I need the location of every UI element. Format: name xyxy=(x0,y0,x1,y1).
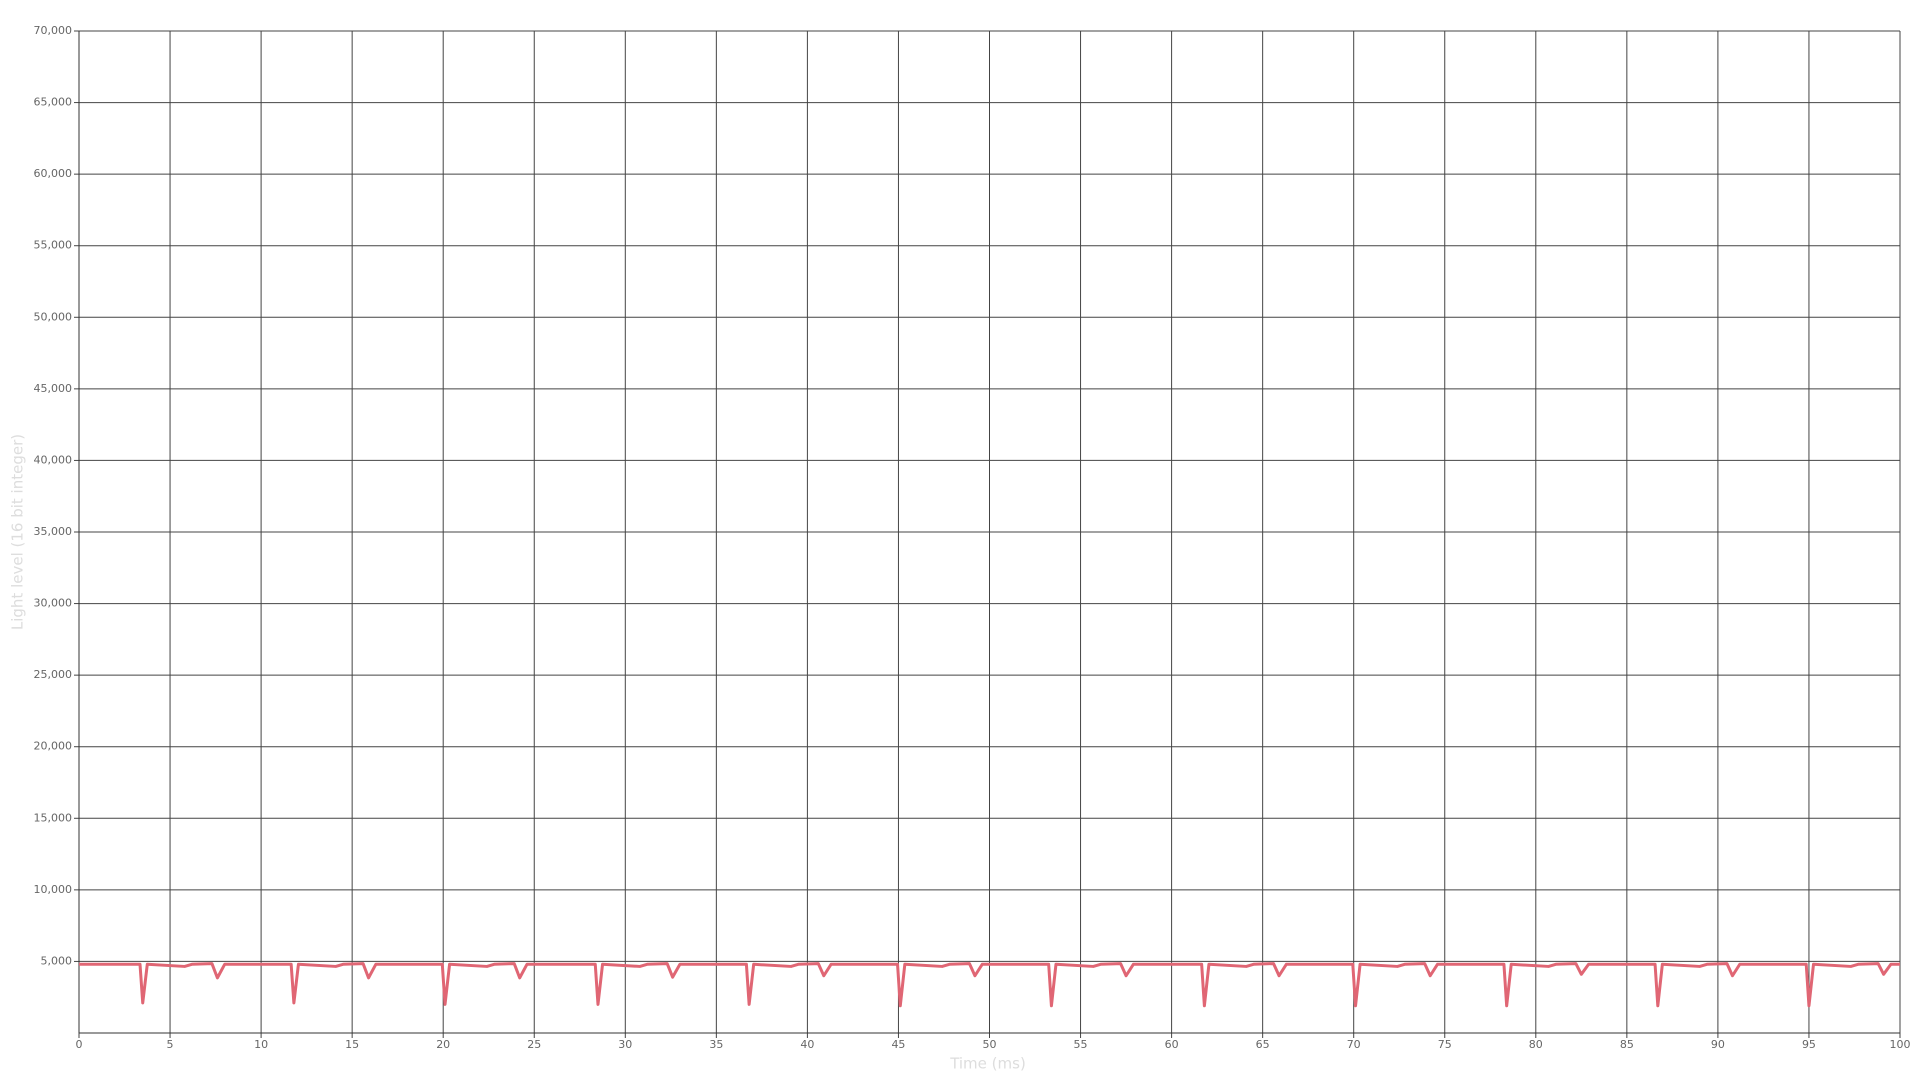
y-tick-label: 55,000 xyxy=(34,239,73,252)
x-tick-label: 10 xyxy=(254,1038,268,1051)
y-tick-label: 20,000 xyxy=(34,740,73,753)
y-tick-label: 30,000 xyxy=(34,597,73,610)
y-tick-label: 65,000 xyxy=(34,96,73,109)
y-tick-label: 25,000 xyxy=(34,668,73,681)
y-axis-title: Light level (16 bit integer) xyxy=(9,434,27,630)
y-tick-label: 10,000 xyxy=(34,883,73,896)
x-tick-label: 70 xyxy=(1347,1038,1361,1051)
x-tick-label: 100 xyxy=(1890,1038,1911,1051)
y-tick-label: 50,000 xyxy=(34,310,73,323)
data-line xyxy=(79,962,1900,1008)
x-tick-label: 45 xyxy=(891,1038,905,1051)
y-tick-label: 45,000 xyxy=(34,382,73,395)
x-tick-label: 65 xyxy=(1256,1038,1270,1051)
x-tick-label: 55 xyxy=(1074,1038,1088,1051)
x-tick-label: 30 xyxy=(618,1038,632,1051)
y-tick-label: 5,000 xyxy=(41,954,73,967)
x-tick-label: 35 xyxy=(709,1038,723,1051)
x-tick-label: 40 xyxy=(800,1038,814,1051)
x-tick-label: 25 xyxy=(527,1038,541,1051)
x-tick-label: 0 xyxy=(76,1038,83,1051)
y-tick-label: 60,000 xyxy=(34,167,73,180)
x-tick-label: 80 xyxy=(1529,1038,1543,1051)
x-tick-label: 60 xyxy=(1165,1038,1179,1051)
x-tick-label: 50 xyxy=(983,1038,997,1051)
x-tick-label: 5 xyxy=(167,1038,174,1051)
y-tick-label: 70,000 xyxy=(34,24,73,37)
y-tick-label: 35,000 xyxy=(34,525,73,538)
x-tick-label: 90 xyxy=(1711,1038,1725,1051)
x-tick-label: 15 xyxy=(345,1038,359,1051)
y-tick-label: 40,000 xyxy=(34,453,73,466)
x-tick-label: 85 xyxy=(1620,1038,1634,1051)
x-tick-label: 95 xyxy=(1802,1038,1816,1051)
y-tick-label: 15,000 xyxy=(34,811,73,824)
x-tick-label: 20 xyxy=(436,1038,450,1051)
x-tick-label: 75 xyxy=(1438,1038,1452,1051)
x-axis-title: Time (ms) xyxy=(949,1055,1026,1073)
